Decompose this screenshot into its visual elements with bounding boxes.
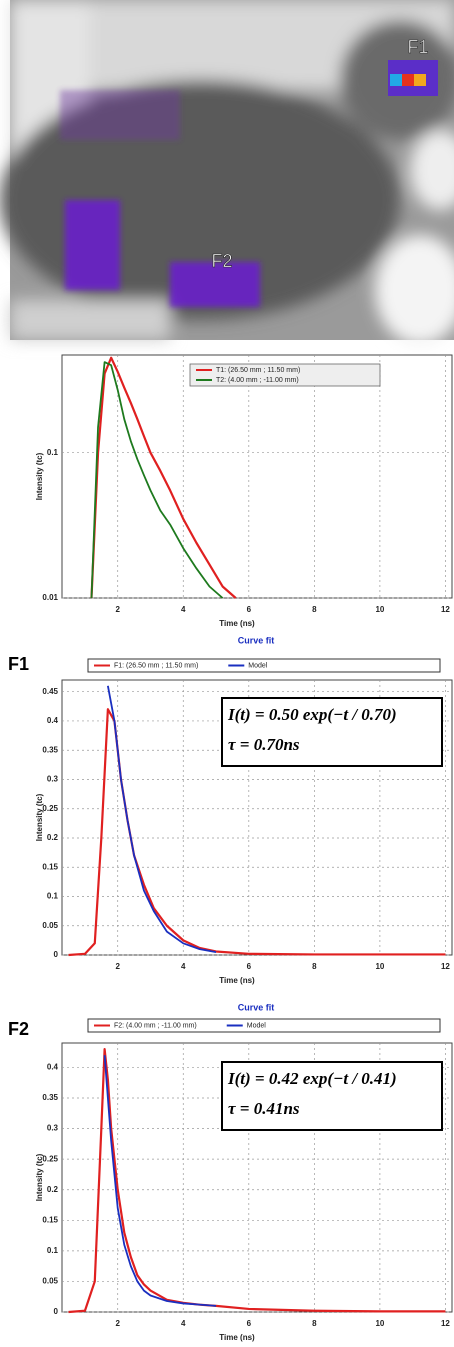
y-tick-label: 0.25 [42, 804, 58, 813]
data-line [68, 708, 446, 957]
x-tick-label: 8 [312, 605, 317, 614]
x-tick-label: 4 [181, 962, 186, 971]
y-tick-label: 0.1 [47, 892, 59, 901]
x-tick-label: 2 [115, 605, 120, 614]
x-tick-label: 6 [247, 1319, 252, 1328]
y-axis-label: Intensity (tc) [35, 452, 44, 500]
y-tick-label: 0.35 [42, 745, 58, 754]
y-tick-label: 0.3 [47, 1124, 59, 1133]
equation: I(t) = 0.50 exp(−t / 0.70) [227, 705, 397, 724]
x-tick-label: 4 [181, 605, 186, 614]
data-line [68, 1048, 446, 1314]
legend-box [87, 658, 441, 673]
x-tick-label: 10 [375, 605, 384, 614]
y-axis-label: Intensity (tc) [35, 793, 44, 841]
y-tick-label: 0 [54, 1307, 59, 1316]
equation-box [221, 1061, 443, 1131]
legend-entry: T1: (26.50 mm ; 11.50 mm) [216, 367, 300, 374]
y-tick-label: 0.35 [42, 1093, 58, 1102]
panel-label: F1 [8, 654, 29, 674]
x-tick-label: 2 [115, 1319, 120, 1328]
equation-box [221, 697, 443, 767]
x-tick-label: 12 [441, 1319, 450, 1328]
y-tick-label: 0.2 [47, 1185, 59, 1194]
y-tick-label: 0.01 [42, 593, 58, 602]
y-tick-label: 0.4 [47, 1063, 59, 1072]
legend-entry: F1: (26.50 mm ; 11.50 mm) [114, 662, 198, 669]
y-tick-label: 0.1 [47, 1246, 59, 1255]
x-axis-label: Time (ns) [219, 619, 255, 628]
y-tick-label: 0.1 [47, 448, 59, 457]
x-tick-label: 6 [247, 962, 252, 971]
x-tick-label: 8 [312, 962, 317, 971]
x-tick-label: 4 [181, 1319, 186, 1328]
y-tick-label: 0.45 [42, 687, 58, 696]
equation: τ = 0.70ns [228, 735, 300, 754]
y-tick-label: 0.4 [47, 716, 59, 725]
y-tick-label: 0 [54, 950, 59, 959]
y-tick-label: 0.05 [42, 1277, 58, 1286]
y-axis-label: Intensity (tc) [35, 1153, 44, 1201]
region-label: F1 [407, 37, 428, 57]
legend-entry: Model [247, 1022, 267, 1029]
legend-entry: T2: (4.00 mm ; -11.00 mm) [216, 377, 299, 384]
equation: I(t) = 0.42 exp(−t / 0.41) [227, 1069, 397, 1088]
y-tick-label: 0.3 [47, 775, 59, 784]
x-tick-label: 8 [312, 1319, 317, 1328]
x-tick-label: 12 [441, 605, 450, 614]
x-tick-label: 10 [375, 962, 384, 971]
data-line [103, 1055, 217, 1307]
y-tick-label: 0.15 [42, 862, 58, 871]
panel-label: F2 [8, 1019, 29, 1039]
y-tick-label: 0.15 [42, 1215, 58, 1224]
plot-area [61, 354, 453, 599]
equation: τ = 0.41ns [228, 1099, 300, 1118]
y-tick-label: 0.2 [47, 833, 59, 842]
chart-title: Curve fit [238, 1002, 275, 1012]
mouse-image: F1 F2 [0, 0, 454, 345]
chart-title: Curve fit [238, 635, 275, 645]
legend-box [87, 1018, 441, 1033]
x-axis-label: Time (ns) [219, 1333, 255, 1342]
region-label: F2 [211, 251, 232, 271]
x-tick-label: 6 [247, 605, 252, 614]
legend-entry: Model [248, 662, 268, 669]
data-line [90, 356, 237, 599]
legend-entry: F2: (4.00 mm ; -11.00 mm) [114, 1022, 197, 1029]
x-tick-label: 2 [115, 962, 120, 971]
x-axis-label: Time (ns) [219, 976, 255, 985]
legend-box [189, 363, 381, 387]
y-tick-label: 0.25 [42, 1154, 58, 1163]
x-tick-label: 10 [375, 1319, 384, 1328]
x-tick-label: 12 [441, 962, 450, 971]
y-tick-label: 0.05 [42, 921, 58, 930]
data-line [90, 361, 224, 599]
data-line [106, 685, 217, 953]
